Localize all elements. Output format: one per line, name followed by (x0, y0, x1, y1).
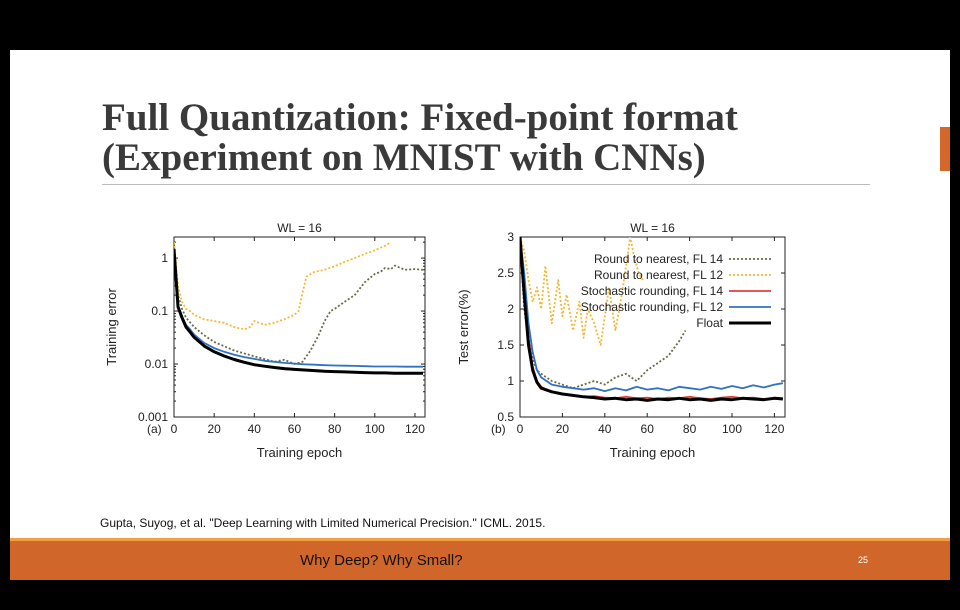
chart-b-ytick-label: 3 (507, 230, 514, 244)
chart-b-ytick-label: 0.5 (497, 410, 514, 424)
chart-a-xtick-label: 40 (248, 422, 262, 436)
chart-a-plot-frame (173, 236, 426, 418)
chart-b-xtick-label: 120 (764, 422, 784, 436)
chart-a-series-float (174, 248, 423, 375)
chart-a-xtick-label: 80 (328, 422, 342, 436)
chart-b-legend-label-rn12: Round to nearest, FL 12 (594, 268, 723, 282)
chart-b-series-rn12 (520, 237, 644, 346)
chart-a-ytick-label: 0.01 (145, 357, 169, 371)
chart-a-series-rn12 (174, 241, 392, 331)
chart-b-xtick-label: 40 (598, 422, 612, 436)
chart-a-xlabel: Training epoch (257, 445, 343, 460)
chart-b-xtick-label: 80 (683, 422, 697, 436)
chart-b-xtick-label: 20 (556, 422, 570, 436)
chart-a-xtick-label: 100 (365, 422, 385, 436)
chart-a-xtick-label: 20 (207, 422, 221, 436)
footer-text: Why Deep? Why Small? (300, 552, 463, 569)
slide-title-line-1: Full Quantization: Fixed-point format (102, 96, 738, 139)
chart-b-ytick-label: 1.5 (497, 338, 514, 352)
chart-b-test-error: WL = 16 0 20 40 60 80 100 120 0.5 1 1.5 2 2.5 3 Traini… (456, 221, 786, 460)
chart-b-series-rn14 (520, 237, 687, 390)
chart-b-title: WL = 16 (630, 221, 675, 235)
chart-a-ytick-label: 1 (161, 251, 168, 265)
chart-b-panel-label: (b) (491, 422, 506, 436)
chart-a-training-error: WL = 16 0 20 40 60 80 100 120 0.001 0.01 0.1 1 Train… (104, 221, 426, 460)
chart-b-series-group (520, 237, 784, 402)
footer-bar: Why Deep? Why Small? 25 (10, 541, 950, 580)
slide-title: Full Quantization: Fixed-point format (E… (102, 98, 738, 178)
chart-b-series-float (520, 237, 784, 402)
accent-bar (940, 127, 950, 171)
chart-a-xtick-label: 60 (288, 422, 302, 436)
chart-b-xtick-label: 0 (517, 422, 524, 436)
chart-b-xlabel: Training epoch (610, 445, 696, 460)
footer-divider (10, 538, 950, 541)
chart-b-ytick-label: 2.5 (497, 266, 514, 280)
chart-a-ytick-label: 0.001 (138, 410, 168, 424)
chart-a-panel-label: (a) (147, 422, 162, 436)
page-number: 25 (858, 555, 869, 565)
chart-b-series-sr12 (520, 237, 784, 393)
chart-a-xtick-label: 0 (171, 422, 178, 436)
chart-a-ytick-label: 0.1 (151, 304, 168, 318)
chart-a-ylabel: Training error (104, 288, 119, 366)
chart-b-legend-label-float: Float (696, 316, 723, 330)
chart-b-xtick-label: 100 (722, 422, 742, 436)
chart-a-title: WL = 16 (277, 221, 322, 235)
chart-a-series-sr12 (174, 248, 423, 368)
chart-a-series-group (174, 241, 424, 375)
chart-b-plot-frame (519, 236, 786, 418)
chart-a-xtick-label: 120 (405, 422, 425, 436)
chart-b-legend-label-sr12: Stochastic rounding, FL 12 (581, 300, 724, 314)
slide-title-line-2: (Experiment on MNIST with CNNs) (102, 136, 706, 179)
chart-b-legend-label-sr14: Stochastic rounding, FL 14 (581, 284, 724, 298)
slide: Full Quantization: Fixed-point format (E… (10, 50, 950, 580)
chart-b-legend-label-rn14: Round to nearest, FL 14 (594, 252, 723, 266)
citation: Gupta, Suyog, et al. "Deep Learning with… (100, 516, 546, 530)
chart-b-ytick-label: 1 (507, 374, 514, 388)
chart-b-ylabel: Test error(%) (456, 289, 471, 364)
chart-a-series-rn14 (174, 244, 424, 365)
title-divider (102, 184, 870, 185)
chart-b-ytick-label: 2 (507, 302, 514, 316)
chart-b-xtick-label: 60 (641, 422, 655, 436)
